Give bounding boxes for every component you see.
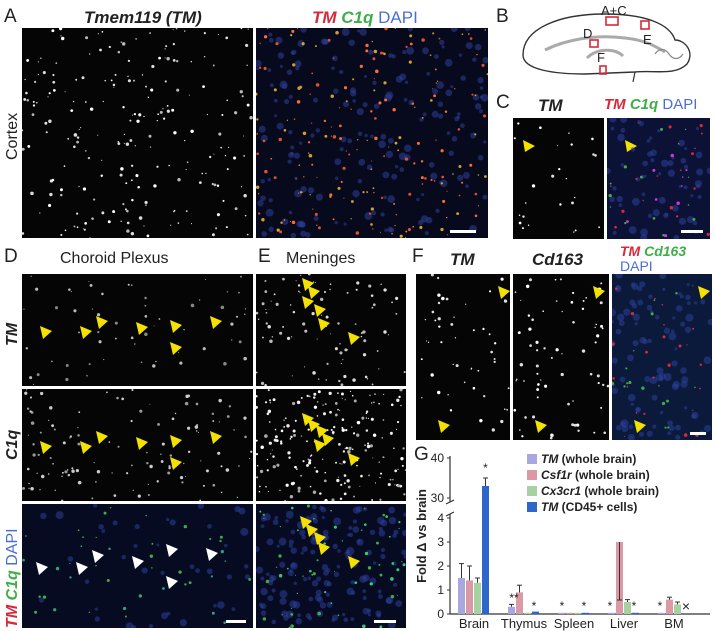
- panel-label-a: A: [4, 6, 17, 27]
- e-tm-image: [256, 274, 406, 386]
- d-c1q-image: [22, 389, 253, 501]
- panel-label-d: D: [4, 246, 18, 267]
- significance-marker: *: [560, 599, 565, 613]
- bar: [508, 606, 515, 614]
- x-tick-label: Brain: [459, 616, 489, 631]
- f-tm-image: [416, 274, 510, 440]
- bar: [524, 612, 531, 614]
- bar: [532, 611, 539, 614]
- cortex-tm-image: [22, 28, 253, 238]
- bar: [558, 612, 565, 614]
- f-cd163-image: [513, 274, 609, 440]
- y-tick-label: 2: [437, 559, 444, 573]
- panel-label-g: G: [414, 444, 429, 465]
- bar: [666, 599, 673, 614]
- d-tm-image: [22, 274, 253, 386]
- significance-marker: *: [582, 599, 587, 613]
- axis-break-mark: [445, 499, 455, 505]
- y-tick-label: 0: [437, 607, 444, 621]
- panel-e-title: Meninges: [286, 250, 356, 267]
- bar: [458, 578, 465, 614]
- bar: [516, 592, 523, 614]
- scale-bar: [681, 230, 703, 233]
- significance-marker: **: [509, 591, 519, 605]
- cortex-merge-image: [256, 28, 488, 238]
- region-f: F: [597, 50, 605, 65]
- x-tick-label: Liver: [610, 616, 639, 631]
- y-tick-label: 3: [437, 535, 444, 549]
- y-tick-label: 4: [437, 511, 444, 525]
- f-merge-image: [612, 274, 712, 440]
- bar: [466, 580, 473, 614]
- x-tick-label: BM: [664, 616, 684, 631]
- legend-entry: Csf1r (whole brain): [541, 468, 650, 482]
- panel-f-merge-title: TM Cd163 DAPI: [620, 243, 687, 274]
- panel-label-c: C: [496, 92, 510, 113]
- panel-a-merge-title: TM C1q DAPI: [312, 8, 418, 27]
- bar: [482, 486, 489, 614]
- legend-swatch: [527, 502, 537, 512]
- e-merge-image: [256, 504, 406, 628]
- significance-marker: *: [532, 599, 537, 613]
- c-tm-image: [513, 118, 604, 239]
- d-row-merge: TM C1q DAPI: [4, 528, 21, 628]
- fold-change-chart: 0 1 2 3 4 30 40 Fold Δ vs brain Brain Thymus Splee…: [414, 451, 710, 631]
- legend-entry: TM (whole brain): [541, 452, 636, 466]
- region-ac: A+C: [601, 3, 627, 18]
- bar: [474, 582, 481, 614]
- y-tick-label: 30: [431, 491, 445, 505]
- region-e: E: [643, 32, 652, 47]
- y-tick-label: 1: [437, 583, 444, 597]
- scale-bar: [226, 620, 246, 623]
- bar: [608, 612, 615, 614]
- significance-marker: *: [483, 461, 488, 475]
- d-row-c1q: C1q: [4, 429, 21, 460]
- y-tick-label: 40: [431, 451, 445, 465]
- significance-marker: *: [632, 599, 637, 613]
- axis-break-mark: [445, 511, 455, 517]
- brain-sagittal-diagram: A+C D E F: [522, 3, 691, 83]
- d-merge-image: [22, 504, 253, 628]
- not-applicable-marker: ×: [682, 598, 690, 614]
- e-c1q-image: [256, 389, 406, 501]
- x-tick-label: Thymus: [501, 616, 548, 631]
- panel-label-f: F: [412, 246, 424, 267]
- panel-f-cd163-title: Cd163: [532, 250, 584, 269]
- bar: [582, 612, 589, 614]
- bar: [658, 612, 665, 614]
- legend-swatch: [527, 486, 537, 496]
- panel-f-tm-title: TM: [450, 250, 475, 269]
- c-merge-image: [607, 118, 710, 239]
- bar: [624, 602, 631, 614]
- bar: [632, 612, 639, 614]
- d-row-tm: TM: [4, 322, 21, 346]
- legend-swatch: [527, 470, 537, 480]
- legend-swatch: [527, 454, 537, 464]
- bar: [574, 612, 581, 614]
- panel-c-merge-title: TM C1q DAPI: [604, 96, 698, 113]
- panel-c-title: TM: [538, 96, 563, 115]
- legend-entry: Cx3cr1 (whole brain): [541, 484, 659, 498]
- legend-entry: TM (CD45+ cells): [541, 500, 637, 514]
- panel-d-title: Choroid Plexus: [60, 250, 169, 267]
- y-axis-label: Fold Δ vs brain: [414, 489, 429, 583]
- significance-marker: *: [658, 599, 663, 613]
- panel-label-e: E: [258, 246, 271, 267]
- significance-marker: *: [608, 599, 613, 613]
- bar: [674, 604, 681, 614]
- panel-a-title: Tmem119 (TM): [84, 8, 202, 27]
- bar: [566, 612, 573, 614]
- panel-label-b: B: [496, 6, 509, 27]
- cortex-label: Cortex: [4, 112, 21, 160]
- x-tick-label: Spleen: [554, 616, 594, 631]
- scale-bar: [374, 620, 396, 623]
- region-d: D: [583, 26, 592, 41]
- scale-bar: [450, 230, 476, 233]
- scale-bar: [690, 432, 706, 435]
